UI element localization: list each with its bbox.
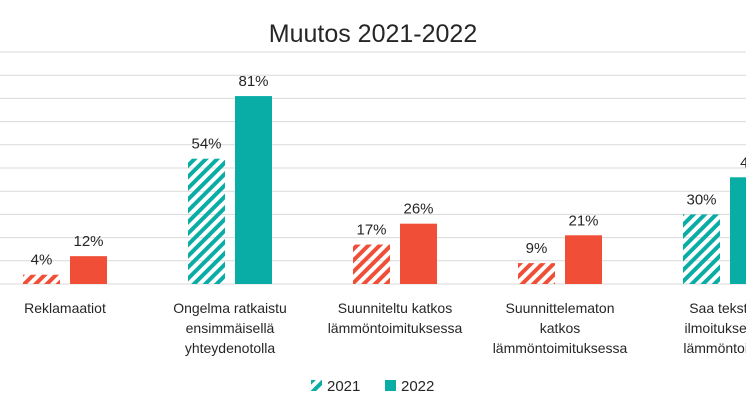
category-label: lämmöntoimituksessa	[493, 340, 628, 356]
data-label-2022-3: 26%	[403, 201, 433, 218]
category-label: ensimmäisellä	[186, 320, 275, 336]
category-labels: Reklamaatiot Ongelma ratkaistu ensimmäisel…	[24, 300, 746, 356]
data-label-2021-1: 4%	[31, 252, 53, 269]
category-label: Suunniteltu katkos	[338, 300, 452, 316]
bar-2021-4	[518, 263, 555, 284]
bar-2021-5	[683, 214, 720, 284]
data-label-2022-2: 81%	[238, 73, 268, 90]
bar-2022-4	[565, 235, 602, 284]
category-label: Suunnittelematon	[506, 300, 615, 316]
data-label-2021-3: 17%	[356, 222, 386, 239]
category-label: Reklamaatiot	[24, 300, 106, 316]
data-label-2022-4: 21%	[568, 212, 598, 229]
bar-2021-3	[353, 244, 390, 284]
legend: 2021 2022	[311, 378, 434, 395]
category-label: yhteydenotolla	[185, 340, 276, 356]
legend-label-2021: 2021	[327, 378, 360, 395]
bars	[23, 96, 746, 284]
gridlines	[0, 51, 746, 285]
category-label: Saa tekstivi	[689, 300, 746, 316]
data-label-2021-5: 30%	[686, 191, 716, 208]
category-label: lämmöntoimituksessa	[328, 320, 463, 336]
data-label-2021-2: 54%	[191, 136, 221, 153]
data-labels: 4% 12% 54% 81% 17% 26% 9% 21% 30% 46	[31, 73, 746, 269]
data-label-2022-1: 12%	[73, 233, 103, 250]
data-label-2022-5: 46	[740, 154, 746, 171]
bar-2022-5	[730, 177, 746, 284]
bar-2022-1	[70, 256, 107, 284]
chart-title: Muutos 2021-2022	[269, 20, 477, 48]
category-label: Ongelma ratkaistu	[173, 300, 287, 316]
bar-2021-2	[188, 158, 225, 284]
data-label-2021-4: 9%	[526, 240, 548, 257]
category-label: katkos	[540, 320, 580, 336]
legend-swatch-2022	[385, 380, 396, 391]
category-label: ilmoituksen k	[685, 320, 746, 336]
legend-swatch-2021	[311, 380, 322, 391]
category-label: lämmöntoimit	[683, 340, 746, 356]
legend-label-2022: 2022	[401, 378, 434, 395]
bar-2021-1	[23, 274, 60, 284]
bar-2022-3	[400, 223, 437, 284]
bar-2022-2	[235, 96, 272, 284]
